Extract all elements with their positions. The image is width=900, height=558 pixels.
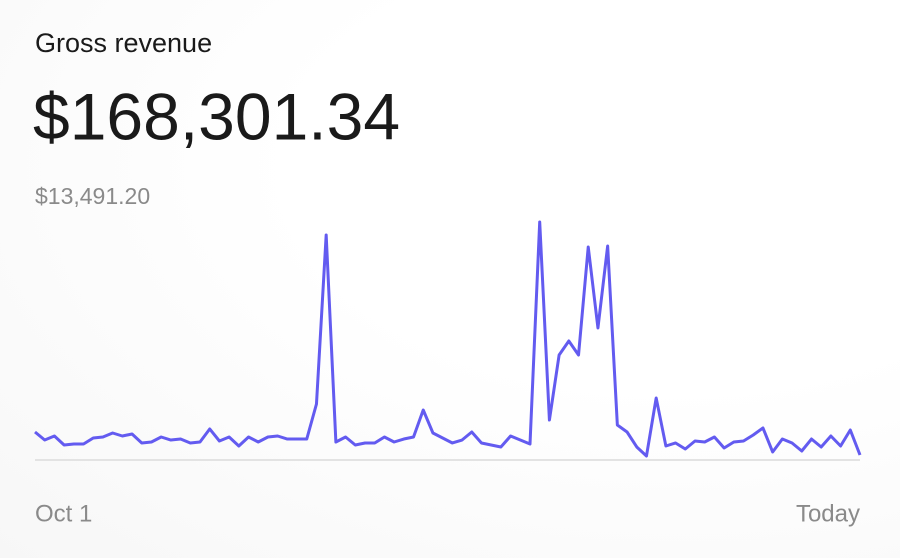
revenue-line (34, 220, 862, 458)
widget-title: Gross revenue (35, 28, 212, 58)
x-tick-label: Oct 1 (35, 500, 92, 527)
total-amount: $168,301.34 (33, 79, 400, 153)
x-tick-label: Today (796, 500, 860, 527)
y-tick-label: $13,491.20 (35, 183, 150, 209)
